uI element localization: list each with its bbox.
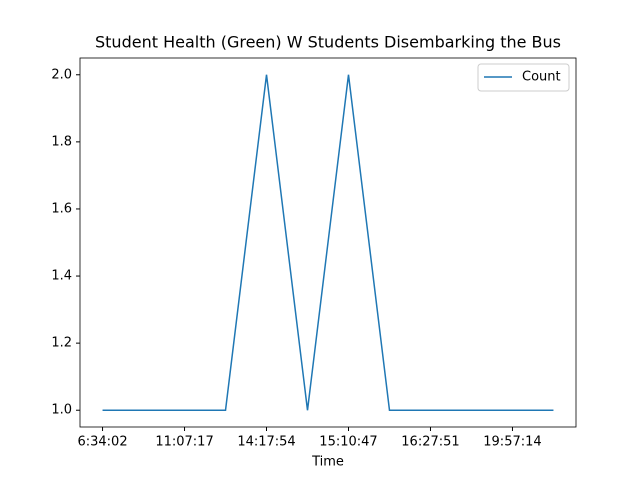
y-tick-label: 1.2	[51, 336, 72, 351]
legend-label: Count	[522, 70, 561, 85]
x-tick-label: 6:34:02	[77, 435, 127, 450]
x-tick-label: 11:07:17	[155, 435, 213, 450]
plot-frame	[79, 57, 577, 428]
x-axis-label: Time	[311, 455, 344, 470]
y-tick-label: 2.0	[51, 67, 72, 82]
x-tick-label: 16:27:51	[401, 435, 459, 450]
legend-box	[477, 63, 570, 92]
y-tick-label: 1.4	[51, 269, 72, 284]
y-tick-label: 1.8	[51, 134, 72, 149]
chart-title: Student Health (Green) W Students Disemb…	[95, 33, 561, 52]
x-tick-label: 14:17:54	[237, 435, 295, 450]
data-line	[102, 74, 554, 411]
y-tick-label: 1.0	[51, 403, 72, 418]
y-tick-label: 1.6	[51, 201, 72, 216]
x-tick-label: 19:57:14	[483, 435, 541, 450]
x-tick-label: 15:10:47	[319, 435, 377, 450]
